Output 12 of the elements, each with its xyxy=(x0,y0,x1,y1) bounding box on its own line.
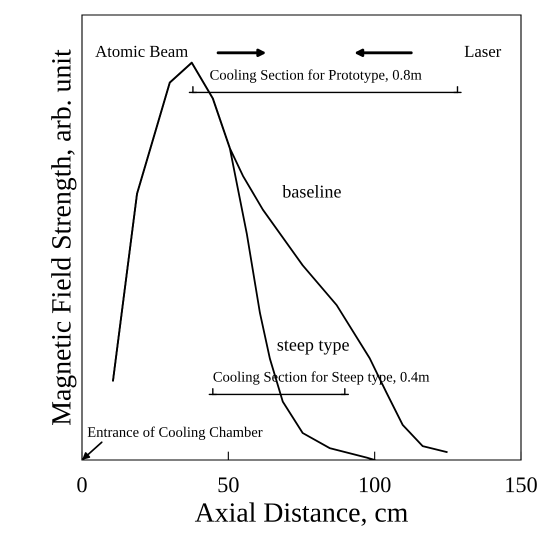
annotation: Entrance of Cooling Chamber xyxy=(88,426,262,440)
x-tick-label: 100 xyxy=(360,477,390,492)
text: Atomic Beam xyxy=(95,46,188,57)
x-tick-label: 150 xyxy=(506,477,537,492)
text: Laser xyxy=(464,46,502,57)
x-tick-label: 50 xyxy=(218,477,239,492)
annotation: Cooling Section for Prototype, 0.8m xyxy=(210,69,422,83)
series-label: steep type xyxy=(278,340,349,355)
x-tick-label: 0 xyxy=(77,477,87,492)
y-axis-title: Magnetic Field Strength, arb. unit xyxy=(51,49,76,425)
series-label: baseline xyxy=(282,184,341,198)
x-axis-title: Axial Distance, cm xyxy=(194,502,408,526)
